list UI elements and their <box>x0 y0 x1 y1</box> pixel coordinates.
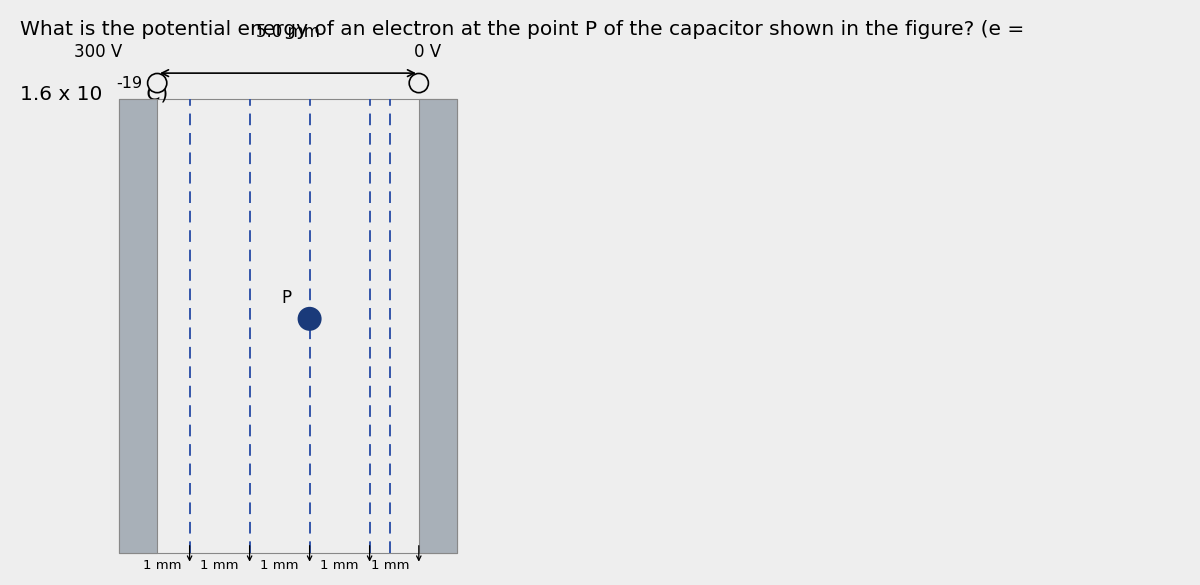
Text: C): C) <box>140 85 169 104</box>
Text: 1.6 x 10: 1.6 x 10 <box>20 85 103 104</box>
Text: P: P <box>282 289 292 307</box>
Text: 1 mm: 1 mm <box>200 559 239 572</box>
Bar <box>419 99 457 553</box>
Ellipse shape <box>298 307 322 331</box>
Text: 1 mm: 1 mm <box>143 559 181 572</box>
Text: 1 mm: 1 mm <box>320 559 359 572</box>
Text: 300 V: 300 V <box>74 43 122 61</box>
Text: What is the potential energy of an electron at the point P of the capacitor show: What is the potential energy of an elect… <box>20 20 1025 39</box>
Ellipse shape <box>409 74 428 92</box>
Text: 1 mm: 1 mm <box>260 559 299 572</box>
Ellipse shape <box>148 74 167 92</box>
Text: 1 mm: 1 mm <box>371 559 409 572</box>
Bar <box>119 99 157 553</box>
Text: 5.0 mm: 5.0 mm <box>256 23 320 41</box>
Bar <box>119 99 457 553</box>
Text: 0 V: 0 V <box>414 43 442 61</box>
Text: -19: -19 <box>116 76 143 91</box>
